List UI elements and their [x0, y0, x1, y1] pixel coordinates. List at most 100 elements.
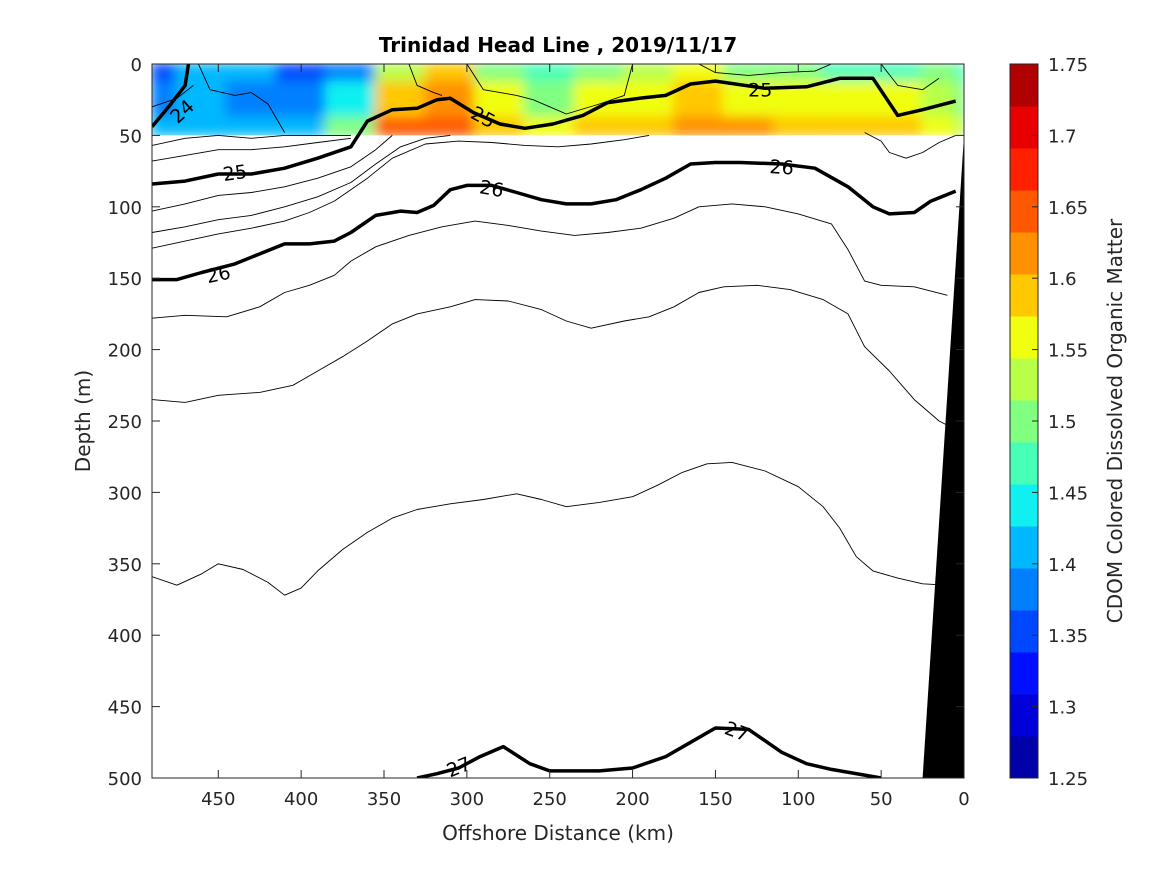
colorbar-tick-label: 1.4 [1048, 555, 1077, 576]
cdom-cell [374, 116, 427, 136]
colorbar-segment [1010, 64, 1038, 107]
y-tick-label: 150 [108, 269, 142, 290]
isopycnal-contour [152, 284, 956, 430]
cdom-cell [275, 116, 327, 136]
cdom-cell [954, 80, 964, 119]
y-tick-label: 50 [119, 126, 142, 147]
isopycnal-contour [408, 64, 443, 96]
x-tick-label: 150 [698, 789, 732, 810]
colorbar-segment [1010, 484, 1038, 527]
isopycnal-contour [152, 461, 948, 596]
cdom-cell [623, 64, 675, 83]
y-tick-label: 300 [108, 483, 142, 504]
colorbar-tick-label: 1.75 [1048, 55, 1088, 76]
isopycnal-contour-bold [152, 160, 957, 282]
cdom-cell [424, 64, 477, 83]
isopycnal-contour-bold [416, 726, 882, 778]
colorbar-tick-label: 1.65 [1048, 198, 1088, 219]
colorbar-segment [1010, 568, 1038, 611]
contour-label: 26 [769, 156, 795, 180]
y-tick-label: 200 [108, 341, 142, 362]
plot-background [152, 64, 964, 778]
cdom-cell [871, 64, 924, 83]
cdom-cell [573, 64, 626, 83]
cdom-cell [325, 64, 377, 83]
cdom-cell [954, 116, 964, 136]
y-axis-ticks: 0 50 100 150 200 250 300 350 400 450 500 [108, 55, 964, 790]
cdom-cell [152, 64, 178, 83]
cdom-cell [374, 64, 427, 83]
contour-label-text: 25 [222, 161, 249, 186]
cdom-cell [225, 64, 278, 83]
contour-label: 25 [748, 80, 772, 102]
contour-label-text: 26 [204, 262, 232, 289]
isopycnal-contour [466, 64, 634, 115]
isopycnal-contour [152, 137, 351, 162]
x-tick-label: 400 [284, 789, 318, 810]
isopycnal-contour [152, 203, 948, 319]
colorbar-segment [1010, 736, 1038, 779]
colorbar-tick-label: 1.45 [1048, 483, 1088, 504]
y-tick-label: 100 [108, 198, 142, 219]
cdom-cell [673, 80, 725, 119]
colorbar-segment [1010, 106, 1038, 149]
colorbar-segment [1010, 316, 1038, 359]
cdom-cell [722, 116, 775, 136]
x-tick-label: 100 [781, 789, 815, 810]
cdom-cell [573, 116, 626, 136]
density-contours [152, 64, 957, 778]
y-tick-label: 500 [108, 769, 142, 790]
y-tick-label: 400 [108, 626, 142, 647]
isopycnal-contour [152, 85, 194, 108]
contour-label-text: 26 [478, 176, 506, 202]
contour-label: 26 [204, 262, 232, 289]
contour-label-text: 25 [748, 80, 772, 102]
y-axis-label: Depth (m) [71, 370, 95, 472]
colorbar-segment [1010, 526, 1038, 569]
cdom-cell [921, 116, 957, 136]
colorbar-segment [1010, 694, 1038, 737]
cdom-cell [225, 116, 278, 136]
colorbar-segment [1010, 442, 1038, 485]
colorbar-tick-label: 1.55 [1048, 341, 1088, 362]
cdom-cell [325, 80, 377, 119]
cdom-cell [474, 80, 526, 119]
isopycnal-contour [864, 132, 956, 159]
y-tick-label: 250 [108, 412, 142, 433]
x-axis-label: Offshore Distance (km) [442, 821, 674, 845]
colorbar-segment [1010, 358, 1038, 401]
cdom-cell [325, 116, 377, 136]
colorbar-segment [1010, 274, 1038, 317]
cdom-cell [523, 64, 576, 83]
contour-label: 26 [478, 176, 506, 202]
chart-title: Trinidad Head Line , 2019/11/17 [379, 33, 737, 57]
isopycnal-contour [152, 134, 451, 233]
y-tick-label: 450 [108, 698, 142, 719]
x-tick-label: 300 [450, 789, 484, 810]
colorbar-tick-label: 1.7 [1048, 126, 1077, 147]
colorbar-segment [1010, 652, 1038, 695]
seafloor-bathymetry [922, 135, 964, 778]
colorbar-segment [1010, 232, 1038, 275]
colorbar-tick-label: 1.3 [1048, 698, 1077, 719]
cdom-cell [275, 80, 327, 119]
x-tick-label: 50 [870, 789, 893, 810]
isopycnal-contour [880, 64, 940, 91]
x-tick-label: 350 [367, 789, 401, 810]
cdom-cell [424, 116, 477, 136]
cdom-cell [772, 64, 825, 83]
cdom-cell [623, 116, 675, 136]
colorbar-tick-label: 1.5 [1048, 412, 1077, 433]
cdom-cell [822, 80, 874, 119]
isopycnal-contour-bold [152, 76, 957, 186]
colorbar-label: CDOM Colored Dissolved Organic Matter [1103, 218, 1127, 623]
y-tick-label: 0 [131, 55, 142, 76]
cdom-cell [921, 80, 957, 119]
isopycnal-contour [152, 134, 650, 249]
cdom-cell [722, 64, 775, 83]
cdom-cell [871, 116, 924, 136]
colorbar-segment [1010, 148, 1038, 191]
colorbar-segment [1010, 610, 1038, 653]
isopycnal-contour [197, 64, 285, 133]
